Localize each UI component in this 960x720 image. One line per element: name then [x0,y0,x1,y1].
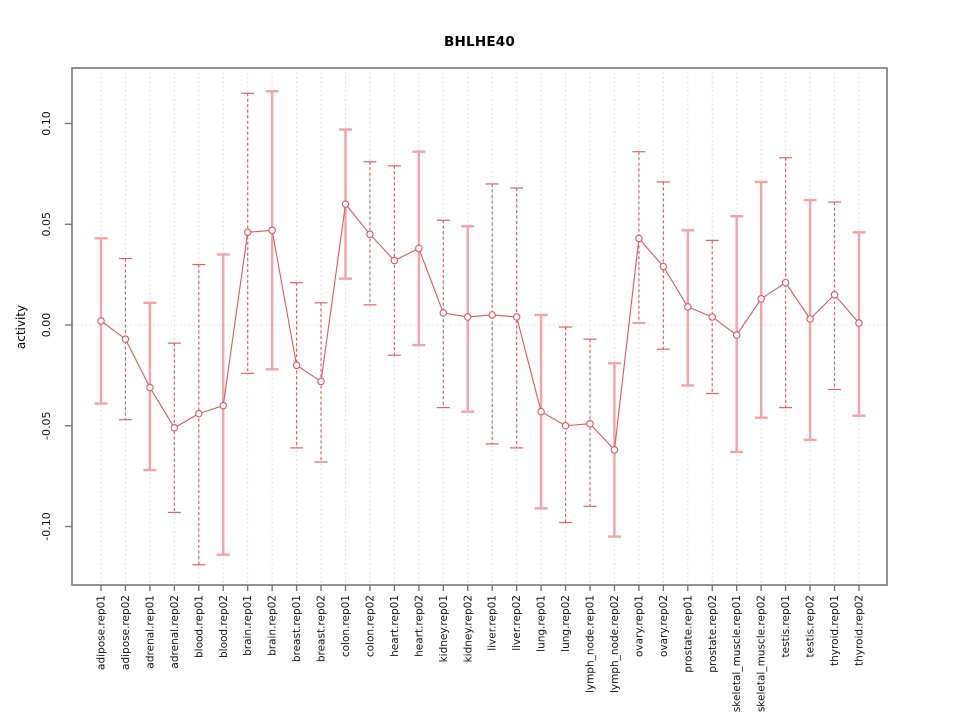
x-tick-label: breast.rep02 [316,595,328,662]
x-tick-label: colon.rep02 [364,595,376,657]
data-point [708,313,716,321]
data-point [341,200,350,208]
x-tick-label: adipose.rep02 [120,595,132,670]
data-point [439,309,448,317]
data-point [146,383,154,392]
data-point [635,234,643,243]
data-point [732,331,741,339]
data-point [855,319,863,327]
data-point [243,228,252,237]
data-point [292,361,301,370]
data-point [195,409,203,418]
data-point [684,303,692,311]
data-point [97,317,105,325]
data-point [512,313,521,321]
x-tick-label: liver.rep02 [511,595,523,651]
x-tick-label: heart.rep02 [413,595,425,657]
chart-title: BHLHE40 [444,34,515,50]
data-point [610,446,619,454]
x-tick-label: adrenal.rep02 [169,595,181,669]
x-tick-label: breast.rep01 [291,595,303,662]
x-tick-label: testis.rep01 [780,595,792,657]
data-point [121,335,130,343]
x-tick-label: blood.rep02 [218,595,230,658]
x-tick-label: kidney.rep01 [438,595,450,662]
data-point [488,311,496,319]
x-tick-label: ovary.rep01 [633,595,645,657]
x-tick-label: adipose.rep01 [96,595,108,670]
y-tick-label: -0.05 [40,412,53,440]
y-tick-label: 0.10 [40,111,53,136]
x-tick-label: thyroid.rep02 [853,595,865,666]
data-point [463,313,472,321]
series-line [100,202,860,452]
x-tick-label: prostate.rep02 [707,595,719,673]
x-tick-label: skeletal_muscle.rep01 [731,595,743,712]
x-tick-label: skeletal_muscle.rep02 [756,595,768,712]
x-tick-label: lymph_node.rep02 [609,595,621,693]
data-point [219,401,228,410]
x-tick-label: ovary.rep02 [658,595,670,657]
x-tick-label: colon.rep01 [340,595,352,657]
x-tick-label: blood.rep01 [193,595,205,658]
x-tick-label: kidney.rep02 [462,595,474,662]
data-point [170,424,179,432]
data-point [806,315,814,323]
data-point [390,256,399,265]
x-tick-label: heart.rep01 [389,595,401,657]
data-point [586,419,594,428]
x-tick-label: prostate.rep01 [682,595,694,673]
data-point [561,421,570,430]
data-point [317,377,325,386]
data-point [268,226,276,235]
data-point [537,407,545,416]
plot-frame [71,67,888,586]
data-point [781,278,790,287]
x-tick-label: lymph_node.rep01 [585,595,597,693]
x-tick-label: thyroid.rep01 [829,595,841,666]
data-point [830,291,839,299]
data-point [659,262,668,271]
y-tick-label: -0.10 [40,512,53,540]
data-point [757,295,765,303]
x-tick-label: lung.rep02 [560,595,572,652]
data-point [366,230,374,239]
y-axis-title: activity [14,304,28,350]
x-tick-label: lung.rep01 [536,595,548,652]
y-tick-label: 0.05 [40,212,53,237]
x-tick-label: brain.rep01 [242,595,254,656]
data-point [415,244,423,253]
x-tick-label: adrenal.rep01 [144,595,156,669]
x-tick-label: testis.rep02 [805,595,817,657]
y-tick-label: 0.00 [40,313,53,338]
x-tick-label: liver.rep01 [487,595,499,651]
x-tick-label: brain.rep02 [267,595,279,656]
